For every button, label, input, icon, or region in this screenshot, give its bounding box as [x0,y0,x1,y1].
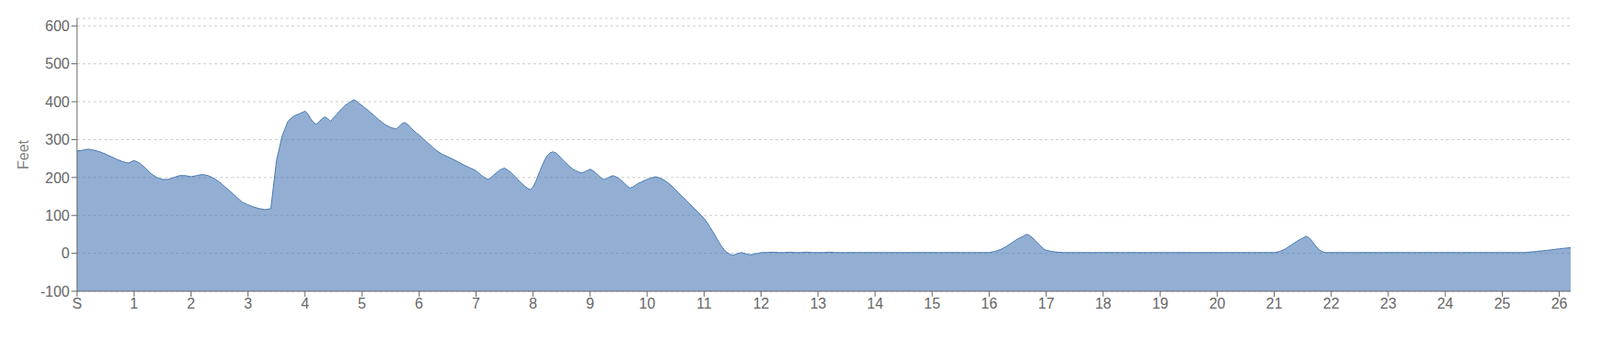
svg-text:1: 1 [130,295,139,312]
svg-text:23: 23 [1380,295,1397,312]
svg-text:21: 21 [1266,295,1283,312]
svg-text:300: 300 [44,131,70,148]
svg-text:4: 4 [300,295,309,312]
svg-text:25: 25 [1493,295,1511,312]
svg-text:11: 11 [696,295,713,312]
svg-text:17: 17 [1038,295,1055,312]
svg-text:2: 2 [186,295,196,312]
svg-text:24: 24 [1436,295,1454,312]
svg-text:9: 9 [585,295,594,312]
svg-text:400: 400 [44,94,70,110]
svg-text:12: 12 [753,295,770,312]
svg-text:8: 8 [528,295,537,312]
svg-text:18: 18 [1095,295,1112,312]
svg-text:22: 22 [1323,295,1340,312]
svg-text:26: 26 [1551,295,1568,312]
svg-text:13: 13 [810,295,827,312]
svg-text:6: 6 [415,295,424,312]
svg-text:600: 600 [44,18,70,34]
svg-text:20: 20 [1208,295,1226,312]
svg-text:-100: -100 [40,284,70,300]
svg-text:15: 15 [923,295,941,312]
svg-text:S: S [72,295,83,312]
svg-text:7: 7 [471,295,481,312]
svg-text:Feet: Feet [15,139,32,170]
svg-text:5: 5 [358,295,367,312]
svg-text:100: 100 [44,208,70,224]
svg-text:200: 200 [44,170,70,187]
svg-text:10: 10 [638,295,656,312]
svg-text:14: 14 [866,295,884,312]
svg-text:19: 19 [1151,295,1169,312]
svg-text:0: 0 [61,245,70,262]
svg-text:16: 16 [981,295,998,312]
svg-text:500: 500 [44,55,70,72]
svg-text:3: 3 [243,295,253,312]
